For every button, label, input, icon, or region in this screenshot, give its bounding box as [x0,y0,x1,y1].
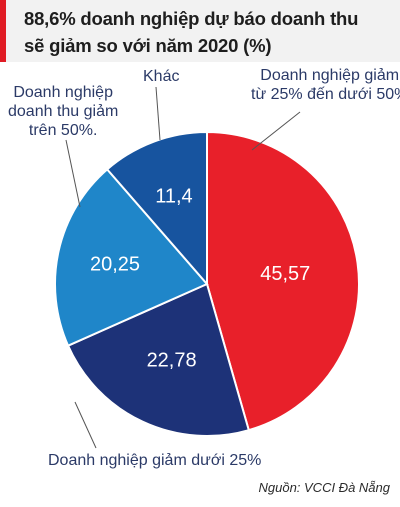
slice-navy [66,282,251,437]
label-navy-slice: Doanh nghiệp giảm dưới 25% [48,452,262,469]
leader-lightblue [65,139,81,208]
label-lightblue-line-1: Doanh nghiệp [13,84,113,101]
label-lightblue-line-2: doanh thu giảm [8,103,119,120]
slice-red-value-label: 45,57 [260,263,310,285]
leader-other [155,86,161,141]
slice-other-value-label: 11,4 [155,186,192,208]
label-lightblue-line-3: trên 50%. [28,122,98,139]
leader-red [251,111,301,151]
title-bar: 88,6% doanh nghiệp dự báo doanh thu sẽ g… [0,0,400,62]
label-other-slice: Khác [143,68,180,85]
label-red-line-2: từ 25% đến dưới 50% [251,86,400,103]
label-red-slice: Doanh nghiệp giảm từ 25% đến dưới 50% [251,66,400,104]
slice-red [206,130,360,432]
chart-title-line-1: 88,6% doanh nghiệp dự báo doanh thu [24,8,359,29]
chart-title-line-2: sẽ giảm so với năm 2020 (%) [24,35,272,56]
slice-navy-value-label: 22,78 [147,350,197,372]
source-note: Nguồn: VCCI Đà Nẵng [258,480,390,495]
label-red-line-1: Doanh nghiệp giảm [260,67,400,84]
slice-lightblue [54,167,209,347]
slice-other [105,130,208,287]
label-lightblue-slice: Doanh nghiệp doanh thu giảm trên 50%. [8,83,118,140]
slice-lightblue-value-label: 20,25 [90,254,140,276]
leader-navy [74,401,97,449]
